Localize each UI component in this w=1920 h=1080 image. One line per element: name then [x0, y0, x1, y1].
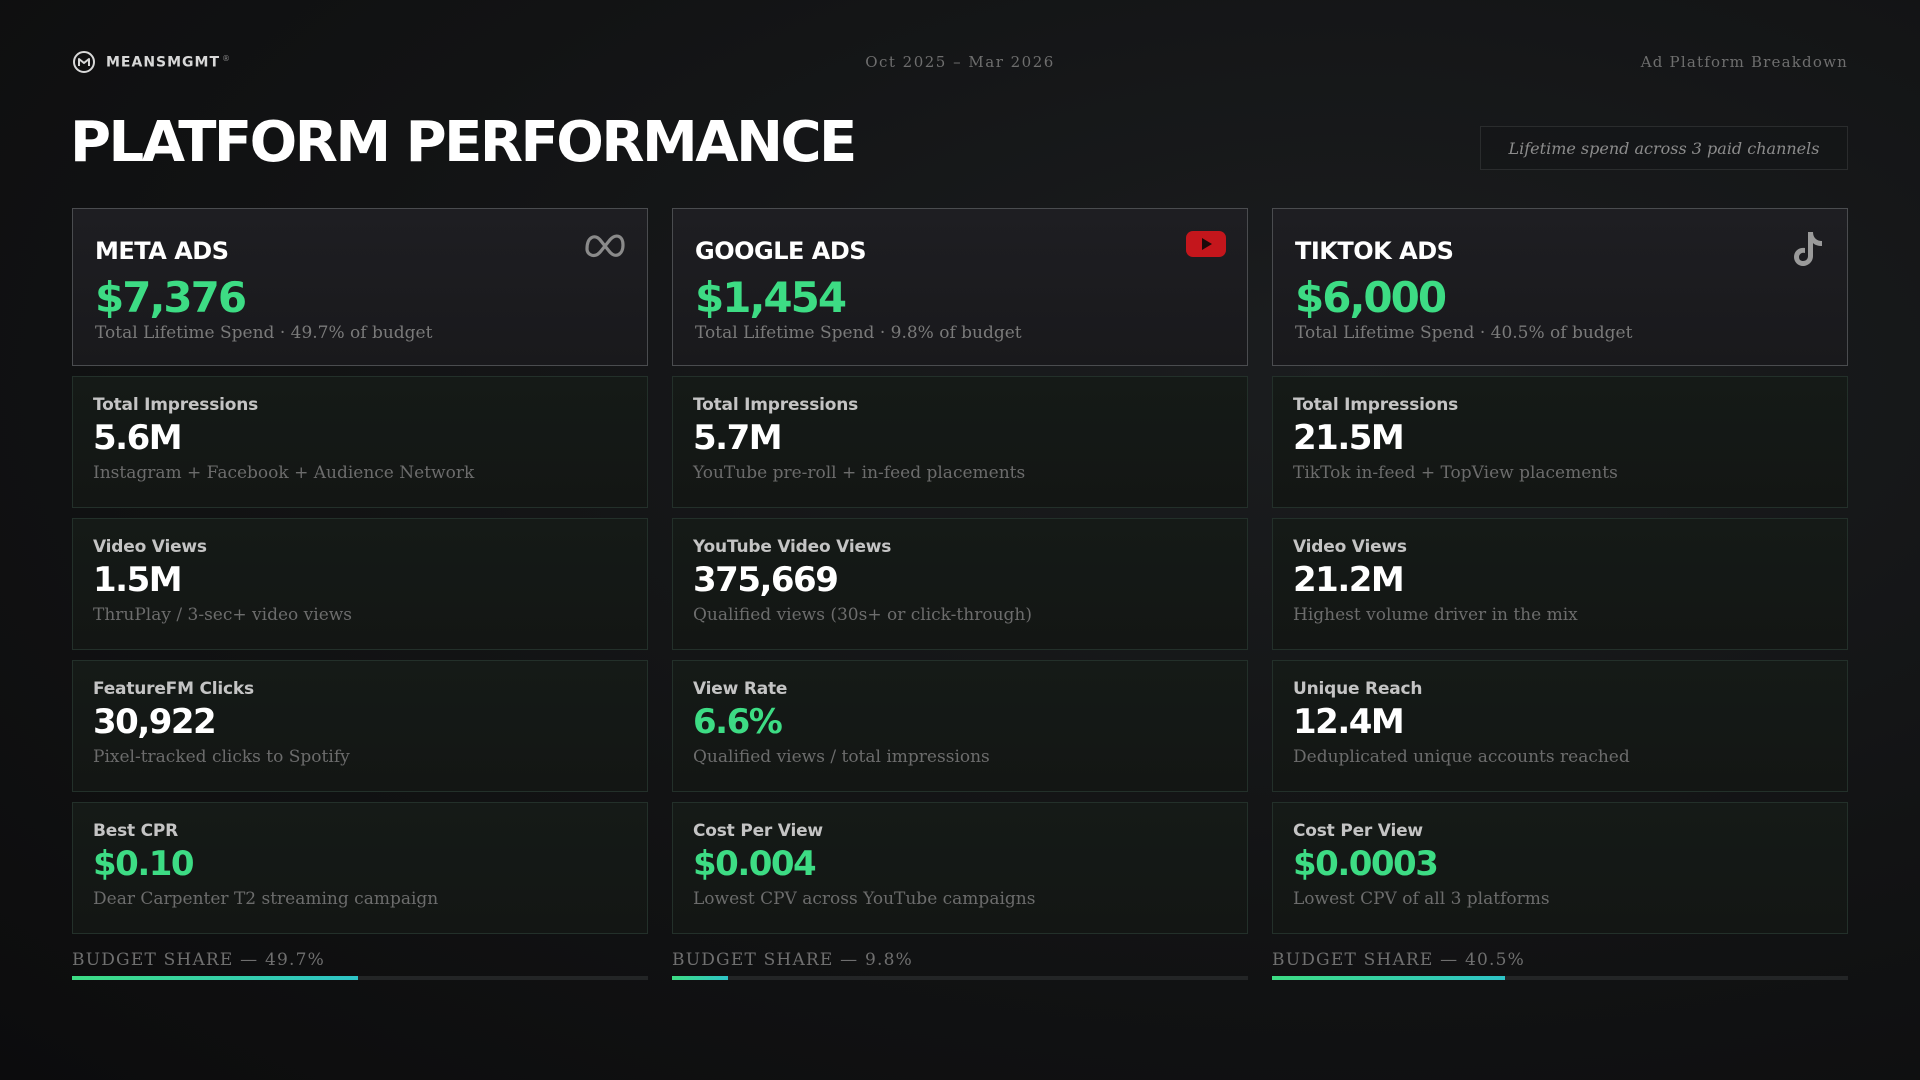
metric-subtext: Lowest CPV of all 3 platforms [1293, 888, 1550, 909]
metric-value: 30,922 [93, 702, 217, 742]
metric-subtext: Dear Carpenter T2 streaming campaign [93, 888, 439, 909]
metric-subtext: ThruPlay / 3-sec+ video views [93, 604, 353, 625]
metric-card: Video Views 21.2M Highest volume driver … [1272, 518, 1848, 650]
metric-label: FeatureFM Clicks [93, 679, 254, 699]
metric-card: Unique Reach 12.4M Deduplicated unique a… [1272, 660, 1848, 792]
metric-value: 12.4M [1293, 702, 1405, 742]
metric-label: Best CPR [93, 821, 179, 841]
platform-name: TIKTOK ADS [1295, 237, 1454, 265]
budget-share-track [1272, 976, 1848, 980]
platform-caption: Total Lifetime Spend · 9.8% of budget [695, 323, 1022, 343]
metric-label: Total Impressions [93, 395, 259, 415]
platform-name: GOOGLE ADS [695, 237, 867, 265]
platform-card-tiktok: TIKTOK ADS $6,000 Total Lifetime Spend ·… [1272, 208, 1848, 366]
platform-card-meta: META ADS $7,376 Total Lifetime Spend · 4… [72, 208, 648, 366]
brand: MEANSMGMT ® [72, 50, 492, 74]
metric-value: $0.0003 [1293, 844, 1439, 884]
brand-name: MEANSMGMT ® [106, 54, 231, 71]
date-range: Oct 2025 – Mar 2026 [865, 53, 1055, 71]
platform-card-google: GOOGLE ADS $1,454 Total Lifetime Spend ·… [672, 208, 1248, 366]
subtitle-box: Lifetime spend across 3 paid channels [1480, 126, 1848, 170]
metric-label: Cost Per View [1293, 821, 1423, 841]
platform-spend: $1,454 [695, 273, 847, 322]
metric-label: Unique Reach [1293, 679, 1423, 699]
budget-share-fill [672, 976, 729, 980]
column-tiktok: TIKTOK ADS $6,000 Total Lifetime Spend ·… [1272, 208, 1848, 980]
budget-share-label: BUDGET SHARE — 40.5% [1272, 950, 1525, 970]
metric-card: YouTube Video Views 375,669 Qualified vi… [672, 518, 1248, 650]
metric-subtext: Deduplicated unique accounts reached [1293, 746, 1630, 767]
platform-caption: Total Lifetime Spend · 49.7% of budget [95, 323, 433, 343]
metric-value: $0.004 [693, 844, 817, 884]
metric-value: 5.6M [93, 418, 183, 458]
metric-subtext: Lowest CPV across YouTube campaigns [693, 888, 1036, 909]
metric-card: Total Impressions 5.7M YouTube pre-roll … [672, 376, 1248, 508]
metric-subtext: Qualified views / total impressions [693, 746, 990, 767]
metric-card: Cost Per View $0.0003 Lowest CPV of all … [1272, 802, 1848, 934]
metric-card: View Rate 6.6% Qualified views / total i… [672, 660, 1248, 792]
column-meta: META ADS $7,376 Total Lifetime Spend · 4… [72, 208, 648, 980]
metric-subtext: Instagram + Facebook + Audience Network [93, 462, 475, 483]
metric-card: Total Impressions 5.6M Instagram + Faceb… [72, 376, 648, 508]
metric-label: Cost Per View [693, 821, 823, 841]
metric-subtext: Highest volume driver in the mix [1293, 604, 1578, 625]
subtitle-text: Lifetime spend across 3 paid channels [1508, 138, 1820, 158]
budget-share-track [72, 976, 648, 980]
budget-share: BUDGET SHARE — 40.5% [1272, 950, 1848, 980]
metric-card: Total Impressions 21.5M TikTok in-feed +… [1272, 376, 1848, 508]
metric-label: Total Impressions [1293, 395, 1459, 415]
metric-value: 1.5M [93, 560, 183, 600]
platform-spend: $6,000 [1295, 273, 1447, 322]
metric-label: Video Views [93, 537, 207, 557]
metric-card: Video Views 1.5M ThruPlay / 3-sec+ video… [72, 518, 648, 650]
metric-value: 6.6% [693, 702, 783, 742]
metric-card: FeatureFM Clicks 30,922 Pixel-tracked cl… [72, 660, 648, 792]
metric-subtext: YouTube pre-roll + in-feed placements [693, 462, 1026, 483]
section-label: Ad Platform Breakdown [1640, 53, 1848, 71]
platform-caption: Total Lifetime Spend · 40.5% of budget [1295, 323, 1633, 343]
platform-columns: META ADS $7,376 Total Lifetime Spend · 4… [72, 208, 1848, 980]
metric-value: 5.7M [693, 418, 783, 458]
meta-infinity-icon [585, 234, 625, 258]
platform-spend: $7,376 [95, 273, 247, 322]
budget-share: BUDGET SHARE — 9.8% [672, 950, 1248, 980]
metric-subtext: TikTok in-feed + TopView placements [1293, 462, 1618, 483]
metric-label: Total Impressions [693, 395, 859, 415]
brand-name-text: MEANSMGMT [106, 54, 221, 71]
header-bar: MEANSMGMT ® Oct 2025 – Mar 2026 Ad Platfo… [72, 48, 1848, 76]
budget-share-track [672, 976, 1248, 980]
youtube-play-icon [1186, 231, 1226, 257]
brand-logo-icon [73, 51, 95, 73]
metric-value: $0.10 [93, 844, 195, 884]
budget-share-label: BUDGET SHARE — 49.7% [72, 950, 325, 970]
budget-share: BUDGET SHARE — 49.7% [72, 950, 648, 980]
metric-label: View Rate [693, 679, 788, 699]
budget-share-label: BUDGET SHARE — 9.8% [672, 950, 913, 970]
registered-mark: ® [222, 53, 232, 63]
budget-share-fill [1272, 976, 1506, 980]
metric-subtext: Pixel-tracked clicks to Spotify [93, 746, 350, 767]
budget-share-fill [72, 976, 359, 980]
metric-value: 21.2M [1293, 560, 1405, 600]
column-google: GOOGLE ADS $1,454 Total Lifetime Spend ·… [672, 208, 1248, 980]
metric-label: YouTube Video Views [693, 537, 892, 557]
tiktok-note-icon [1794, 232, 1822, 266]
metric-value: 21.5M [1293, 418, 1405, 458]
metric-label: Video Views [1293, 537, 1407, 557]
metric-value: 375,669 [693, 560, 839, 600]
metric-card: Cost Per View $0.004 Lowest CPV across Y… [672, 802, 1248, 934]
metric-subtext: Qualified views (30s+ or click-through) [693, 604, 1032, 625]
platform-name: META ADS [95, 237, 229, 265]
metric-card: Best CPR $0.10 Dear Carpenter T2 streami… [72, 802, 648, 934]
page-title: PLATFORM PERFORMANCE [70, 110, 857, 175]
